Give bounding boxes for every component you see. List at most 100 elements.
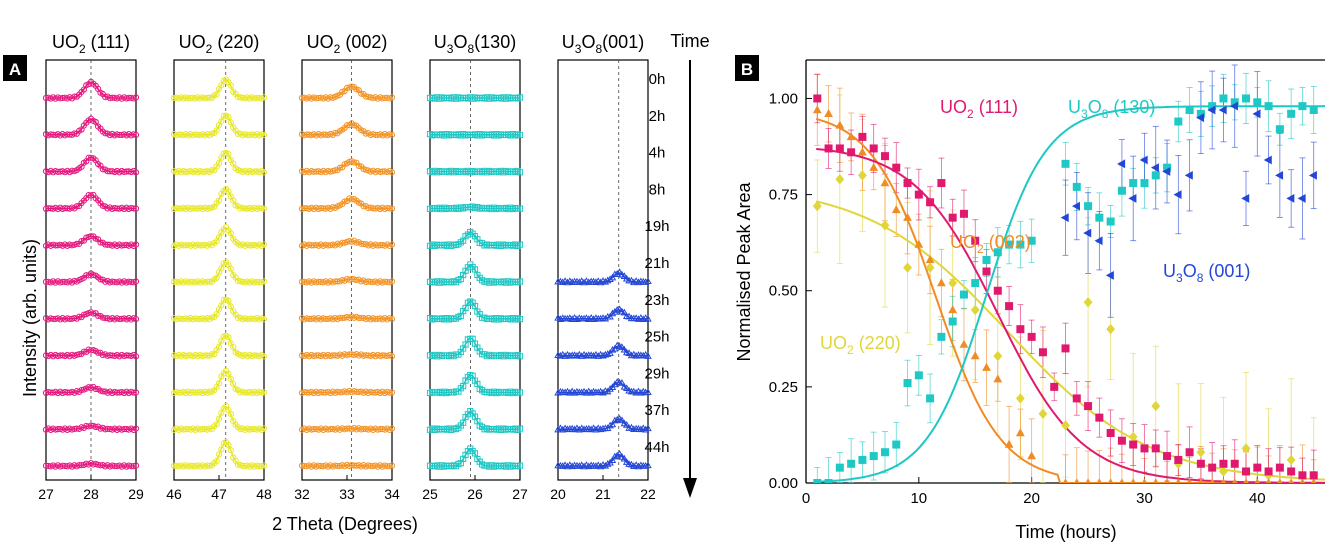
data-point xyxy=(948,277,958,289)
data-point xyxy=(1253,463,1262,472)
data-marker xyxy=(589,315,598,323)
data-point xyxy=(1286,194,1295,203)
data-point xyxy=(925,262,935,273)
data-marker xyxy=(559,462,567,469)
data-marker xyxy=(568,462,576,470)
data-marker xyxy=(218,446,225,453)
data-point xyxy=(1072,394,1081,403)
data-point xyxy=(847,459,856,468)
data-marker xyxy=(388,131,396,139)
y-tick-label: 0.25 xyxy=(769,379,798,396)
diffraction-pattern xyxy=(298,461,396,470)
data-point xyxy=(869,452,878,461)
fit-curve-u3o8_130 xyxy=(816,105,1325,483)
data-point xyxy=(824,144,833,153)
data-marker xyxy=(622,420,631,428)
data-marker xyxy=(225,188,232,195)
subplot-title: UO2 (220) xyxy=(179,32,260,56)
data-point xyxy=(903,262,912,273)
data-marker xyxy=(608,309,617,317)
data-point xyxy=(1117,159,1126,169)
data-marker xyxy=(225,113,232,121)
data-point xyxy=(903,179,912,188)
y-tick-label: 0.50 xyxy=(769,283,798,300)
diffraction-pattern xyxy=(170,296,268,323)
time-label: 25h xyxy=(644,329,669,346)
data-marker xyxy=(358,90,365,97)
diffraction-pattern xyxy=(170,367,268,397)
data-point xyxy=(1253,98,1262,107)
data-point xyxy=(914,371,923,380)
panel-a-subplots: UO2 (111) 27 28 29 UO2 (220) 46 47 48 UO2 (002) 3… xyxy=(38,32,656,502)
data-point xyxy=(1242,94,1251,103)
series-label-uo2_002: UO2 (002) xyxy=(950,232,1031,256)
data-marker xyxy=(585,278,593,286)
data-marker xyxy=(132,169,140,176)
diffraction-pattern xyxy=(42,346,140,360)
data-point xyxy=(1297,194,1306,203)
data-point xyxy=(936,278,946,287)
panel-b-letter: B xyxy=(741,60,753,79)
data-marker xyxy=(516,425,524,432)
data-point xyxy=(1173,190,1182,199)
subplot-title: U3O8(001) xyxy=(562,32,644,56)
time-label: 19h xyxy=(644,218,669,235)
data-point xyxy=(1275,170,1284,180)
data-point xyxy=(1117,436,1126,445)
data-marker xyxy=(611,344,619,352)
data-marker xyxy=(582,388,591,396)
data-marker xyxy=(208,351,215,358)
data-point xyxy=(1218,105,1227,115)
data-point xyxy=(1287,467,1296,476)
x-tick-label: 33 xyxy=(339,486,355,502)
data-point xyxy=(1163,163,1172,172)
data-point xyxy=(869,162,879,171)
data-marker xyxy=(611,416,619,424)
x-tick-label: 0 xyxy=(802,490,810,507)
data-point xyxy=(1139,155,1148,165)
data-point xyxy=(1015,393,1025,404)
diffraction-pattern xyxy=(426,335,524,360)
data-point xyxy=(1027,332,1036,341)
data-marker xyxy=(227,230,234,237)
diffraction-pattern xyxy=(42,154,140,176)
data-marker xyxy=(227,119,234,126)
data-point xyxy=(1150,163,1159,173)
data-marker xyxy=(625,349,633,357)
data-marker xyxy=(608,420,617,428)
data-marker xyxy=(599,351,607,359)
data-point xyxy=(812,200,822,212)
data-marker xyxy=(213,421,220,428)
data-marker xyxy=(260,169,268,176)
data-marker xyxy=(388,353,396,360)
data-point xyxy=(1140,444,1149,453)
data-point xyxy=(1153,478,1159,483)
data-marker xyxy=(130,463,137,470)
fit-line xyxy=(430,374,520,394)
data-marker xyxy=(227,447,234,454)
data-marker xyxy=(388,462,396,469)
fit-line xyxy=(174,298,264,320)
data-point xyxy=(1196,109,1205,118)
y-tick-label: 1.00 xyxy=(769,90,798,107)
data-marker xyxy=(130,389,137,396)
data-marker xyxy=(608,345,617,353)
data-point xyxy=(1198,478,1204,483)
data-marker xyxy=(258,131,265,138)
data-point xyxy=(1095,213,1104,222)
plot-area xyxy=(812,64,1325,483)
data-marker xyxy=(639,315,647,323)
data-marker xyxy=(213,91,220,98)
data-marker xyxy=(596,462,605,470)
data-point xyxy=(813,94,822,103)
data-marker xyxy=(606,312,614,320)
subplot-3: UO2 (002) 32 33 34 xyxy=(294,32,400,502)
data-point xyxy=(914,239,924,248)
data-marker xyxy=(332,167,339,174)
data-marker xyxy=(585,315,593,322)
data-point xyxy=(993,286,1002,295)
data-marker xyxy=(386,205,393,212)
data-marker xyxy=(613,415,621,423)
diffraction-pattern xyxy=(170,439,268,470)
